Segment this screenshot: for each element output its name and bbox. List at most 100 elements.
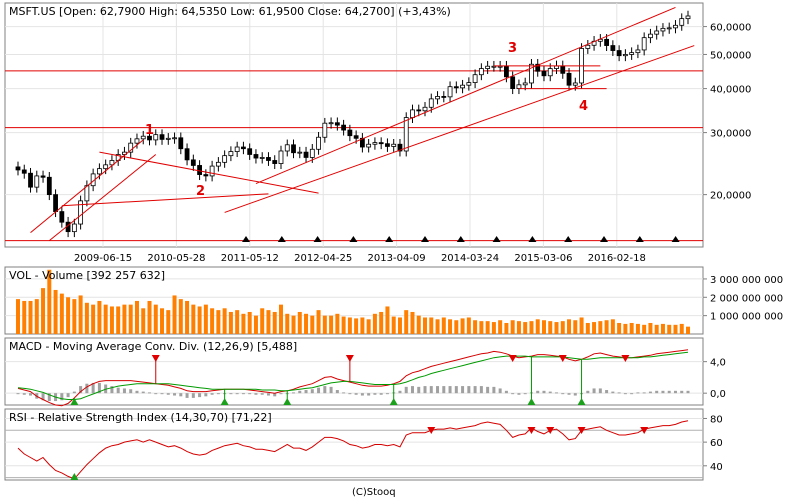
candle-body	[397, 143, 403, 152]
volume-bar	[16, 299, 20, 334]
candle-body	[53, 194, 58, 212]
macd-histogram-bar	[567, 393, 571, 395]
candle-body	[510, 76, 516, 89]
macd-histogram-bar	[129, 389, 133, 394]
price-tick-label: 40,0000	[710, 85, 751, 96]
macd-histogram-bar	[605, 390, 609, 394]
macd-histogram-bar	[47, 393, 51, 402]
volume-bar	[34, 299, 39, 334]
volume-bar	[660, 323, 665, 334]
volume-bar	[548, 321, 553, 334]
macd-histogram-bar	[404, 386, 408, 394]
volume-bar	[529, 321, 534, 334]
macd-line	[17, 349, 689, 407]
price-tick-label: 60,0000	[710, 23, 751, 34]
macd-histogram-bar	[160, 393, 164, 395]
volume-bar	[679, 323, 684, 334]
candle-body	[291, 144, 296, 154]
date-tick-label: 2011-05-12	[221, 253, 279, 264]
buy-signal-marker	[389, 398, 398, 405]
macd-histogram-bar	[29, 393, 33, 396]
candle-body	[322, 122, 328, 138]
price-tick-label: 30,0000	[710, 129, 751, 140]
macd-histogram-bar	[686, 390, 690, 394]
volume-bar	[592, 322, 597, 334]
volume-bar	[360, 317, 365, 334]
candle-body	[560, 65, 566, 74]
volume-bar	[109, 306, 114, 334]
volume-bar	[623, 323, 628, 334]
macd-histogram-bar	[323, 386, 327, 394]
trend-line	[224, 45, 695, 213]
macd-histogram-bar	[367, 393, 371, 396]
volume-bar	[416, 315, 421, 334]
volume-bar	[423, 317, 428, 334]
candle-body	[203, 174, 209, 177]
annotation-4: 4	[579, 99, 588, 114]
candle-body	[673, 24, 678, 29]
candle-body	[71, 223, 77, 233]
volume-bar	[354, 318, 359, 334]
volume-bar	[498, 320, 503, 334]
macd-histogram-bar	[461, 386, 465, 394]
candle-body	[303, 151, 309, 158]
candle-body	[410, 109, 415, 118]
macd-histogram-bar	[379, 393, 383, 395]
macd-histogram-bar	[147, 392, 151, 394]
price-tick-label: 50,0000	[710, 50, 751, 61]
volume-bar	[316, 310, 321, 334]
macd-histogram-bar	[310, 389, 314, 394]
sell-signal-marker	[345, 355, 354, 362]
macd-histogram-bar	[536, 390, 540, 394]
candle-body	[222, 155, 228, 163]
volume-tick-label: 2 000 000 000	[710, 293, 783, 304]
volume-bar	[22, 300, 27, 334]
volume-bar	[172, 295, 177, 334]
candle-body	[21, 169, 27, 174]
candle-body	[629, 52, 635, 55]
volume-bar	[97, 300, 102, 334]
volume-bar	[166, 310, 171, 334]
candle-body	[266, 157, 271, 161]
macd-histogram-bar	[317, 387, 321, 394]
sell-signal-marker	[558, 355, 567, 362]
macd-histogram-bar	[617, 392, 621, 394]
volume-bar	[304, 313, 309, 334]
date-tick-label: 2014-03-24	[441, 253, 499, 264]
candle-body	[341, 124, 347, 131]
candle-body	[403, 117, 409, 152]
candle-body	[59, 211, 65, 223]
volume-bar	[210, 308, 215, 334]
candle-body	[604, 38, 609, 46]
candle-body	[516, 84, 522, 89]
candle-body	[228, 151, 234, 157]
sell-signal-marker	[151, 355, 160, 362]
volume-bar	[504, 322, 509, 334]
volume-bar	[460, 318, 465, 334]
candle-body	[641, 37, 647, 51]
volume-bar	[391, 316, 396, 334]
candle-body	[416, 109, 422, 112]
candle-body	[585, 44, 591, 49]
price-title: MSFT.US [Open: 62,7900 High: 64,5350 Low…	[9, 5, 451, 18]
volume-bar	[247, 311, 252, 334]
annotation-1: 1	[145, 123, 154, 138]
candle-body	[272, 160, 278, 164]
axis-labels: 20,0000 30,0000 40,0000 50,0000 60,0000 2009-…	[74, 23, 783, 473]
macd-histogram-bar	[642, 392, 646, 394]
volume-bar	[410, 311, 415, 334]
volume-bar	[322, 315, 327, 334]
candle-body	[541, 70, 547, 77]
volume-bar	[59, 293, 64, 334]
volume-bar	[629, 322, 634, 334]
buy-signal-marker	[220, 398, 229, 405]
macd-histogram-bar	[542, 390, 546, 394]
volume-bar	[185, 300, 190, 334]
macd-histogram-bar	[216, 393, 220, 395]
volume-bar	[178, 299, 183, 334]
date-tick-label: 2013-04-09	[368, 253, 426, 264]
macd-histogram-bar	[592, 388, 596, 394]
volume-bar	[147, 300, 152, 334]
macd-histogram-bar	[229, 393, 233, 395]
